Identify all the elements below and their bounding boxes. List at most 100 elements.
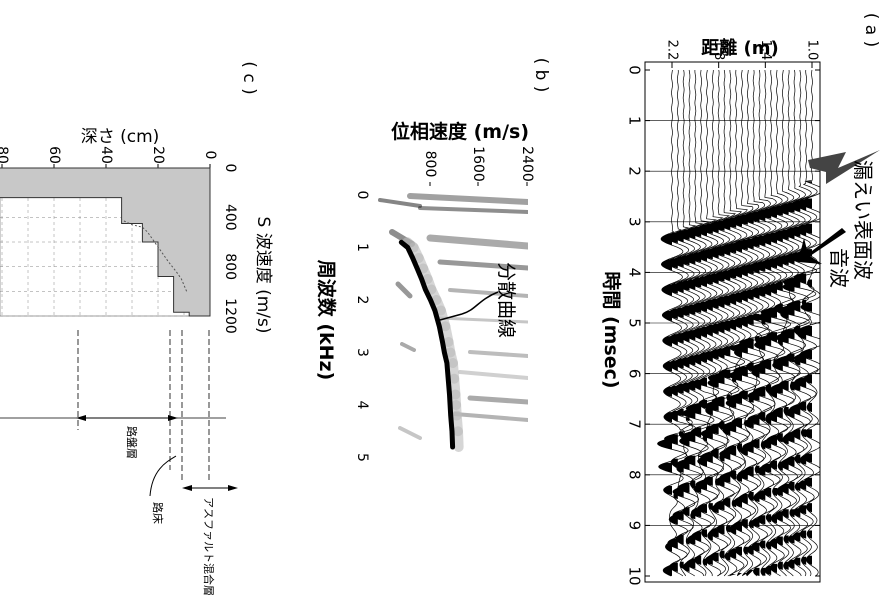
panel-b-velocity-ticks: 800 1600 2400 (422, 146, 535, 186)
panel-a-trace-fill (672, 230, 684, 569)
panel-b-spectrum-streak (448, 288, 528, 298)
subgrade-pointer (149, 455, 177, 497)
panel-b-spectrum-streak (453, 412, 528, 422)
panel-b-spectrum-streak (458, 370, 528, 380)
layer-annotations (0, 330, 238, 497)
panel-b-frequency-tick-label: 1 (354, 243, 370, 252)
velocity-profile-fill (0, 167, 211, 317)
panel-c-depth-tick-label: 0 (202, 151, 218, 160)
sound-wave-label: 音波 (827, 248, 851, 288)
panel-b-frequency-ticks: 0 1 2 3 4 5 (354, 191, 370, 462)
panel-a-xlabel: 時間 (msec) (600, 271, 622, 388)
panel-a-distance-tick-label: 2.2 (665, 40, 680, 61)
panel-a-time-tick-label: 5 (626, 318, 644, 328)
panel-c-velocity-tick-label: 800 (222, 253, 238, 280)
panel-b-label: ( b ) (531, 58, 551, 93)
panel-a-trace-fill (718, 218, 731, 561)
panel-a-time-tick-label: 9 (626, 521, 644, 531)
panel-a-trace-fill (783, 200, 801, 566)
panel-c-ylabel: 深さ (cm) (81, 127, 160, 147)
panel-b-spectrum-streak (468, 350, 528, 358)
panel-a-time-tick-label: 2 (626, 166, 644, 176)
panel-b-ylabel: 位相速度 (m/s) (391, 120, 529, 143)
panel-b-velocity-tick-label: 2400 (519, 146, 535, 182)
panel-a-trace-fill (686, 226, 702, 565)
panel-a-time-tick-label: 7 (626, 419, 644, 429)
panel-a-distance-ticks: 1.0 1.4 1.8 2.2 (665, 40, 820, 68)
panel-c-velocity-tick-label: 0 (222, 164, 238, 173)
panel-c-depth-tick-label: 40 (98, 146, 114, 164)
panel-a-distance-tick-label: 1.0 (805, 40, 820, 61)
dispersion-curve (398, 239, 456, 450)
dispersion-curve-pointer-2 (439, 313, 463, 321)
panel-a-trace-fill (761, 206, 777, 573)
panel-a-time-tick-label: 6 (626, 369, 644, 379)
sound-wave-annotation: 音波 (798, 228, 851, 288)
panel-c-depth-tick-label: 20 (150, 146, 166, 164)
layer-asphalt-label: アスファルト混合層 (202, 497, 216, 596)
panel-a-label: ( a ) (861, 13, 881, 48)
panel-a-time-tick-label: 0 (626, 65, 644, 75)
panel-a-trace-fill (728, 215, 742, 576)
panel-a-time-ticks: 0 1 2 3 4 5 6 7 8 9 10 (626, 65, 820, 586)
panel-b-spectrum-streak (426, 234, 528, 250)
panel-b-xlabel: 周波数 (kHz) (315, 260, 338, 381)
layer-base-label: 路盤層 (125, 426, 138, 459)
panel-a-time-tick-label: 3 (626, 217, 644, 227)
leaky-wave-label: 漏えい表面波 (851, 160, 875, 280)
panel-c-velocity-tick-label: 400 (222, 204, 238, 231)
layer-subgrade-label: 路床 (151, 502, 165, 524)
panel-b-velocity-tick-label: 800 (422, 151, 438, 178)
panel-c-xlabel: S 波速度 (m/s) (253, 216, 273, 333)
panel-a: ( a ) 距離 (m) 0 1 2 3 4 5 6 7 8 9 10 1.0 1.4 1.8 2.2 時… (600, 13, 881, 586)
panel-a-distance-tick-label: 1.4 (758, 40, 773, 61)
panel-a-trace-fill (704, 221, 719, 562)
panel-b-spectrum-streak (407, 193, 528, 205)
dispersion-curve-pointer (461, 291, 499, 315)
panel-b-spectrum-streak (437, 259, 528, 271)
panel-a-trace-fill (708, 220, 725, 559)
panel-c-depth-ticks: 0 20 40 60 80 (0, 146, 218, 168)
panel-a-gridlines (645, 120, 820, 526)
panel-c-depth-tick-label: 60 (46, 146, 62, 164)
dispersion-curve-label: 分散曲線 (495, 262, 517, 338)
panel-a-trace-fill (695, 224, 707, 566)
panel-b-spectrum-streak (378, 198, 422, 208)
panel-b-spectrum-image (378, 193, 528, 452)
panel-a-trace-fill (664, 232, 678, 572)
panel-b-frequency-tick-label: 0 (354, 191, 370, 200)
panel-b-frequency-tick-label: 2 (354, 296, 370, 305)
panel-a-trace-fill (747, 211, 760, 576)
panel-a-time-tick-label: 4 (626, 268, 644, 278)
velocity-profile-scatter (121, 219, 188, 292)
panel-a-time-tick-label: 8 (626, 470, 644, 480)
panel-a-trace-fill (657, 233, 672, 576)
leaky-wave-annotation: 漏えい表面波 (808, 150, 880, 280)
panel-a-trace-fill (681, 227, 696, 569)
panel-a-time-tick-label: 1 (626, 116, 644, 126)
panel-c-velocity-tick-label: 1200 (222, 298, 238, 334)
panel-b-spectrum-streak (438, 316, 528, 324)
panel-b-spectrum-streak (418, 206, 528, 214)
panel-b-frequency-tick-label: 3 (354, 348, 370, 357)
panel-b-spectrum-streak (398, 426, 422, 440)
panel-b-frequency-tick-label: 4 (354, 401, 370, 410)
panel-c-label: ( c ) (239, 61, 259, 94)
panel-b-spectrum-band (453, 426, 464, 452)
panel-c: ( c ) 深さ (cm) 0 20 40 60 80 0 400 800 1200 S 波速… (0, 61, 273, 596)
panel-c-velocity-ticks: 0 400 800 1200 (222, 164, 238, 334)
panel-a-trace-fill (770, 205, 783, 570)
panel-a-trace-fill (779, 202, 795, 569)
panel-b: ( b ) 位相速度 (m/s) 800 1600 2400 0 1 2 3 4 5 分散曲線… (315, 58, 551, 462)
panel-b-spectrum-streak (467, 395, 528, 405)
panel-c-depth-tick-label: 80 (0, 146, 10, 164)
panel-a-trace-fill (756, 208, 772, 575)
panel-a-trace-fill (700, 223, 713, 565)
panel-a-distance-tick-label: 1.8 (711, 40, 726, 61)
panel-a-ylabel: 距離 (m) (701, 37, 778, 59)
panel-b-spectrum-streak (400, 342, 416, 352)
panel-a-trace-fill (676, 229, 690, 572)
panel-b-spectrum-streak (395, 281, 413, 299)
panel-b-velocity-tick-label: 1600 (470, 146, 486, 182)
